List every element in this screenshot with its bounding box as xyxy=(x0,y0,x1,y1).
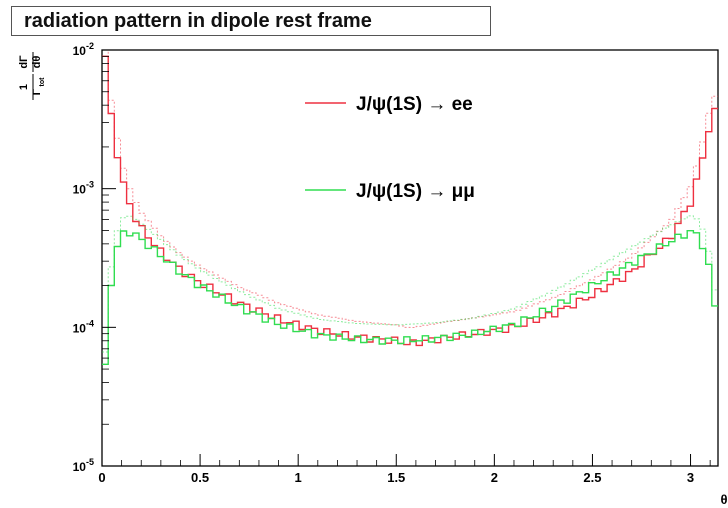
chart-title: radiation pattern in dipole rest frame xyxy=(24,9,372,32)
y-label-num-right: dΓ xyxy=(18,55,30,69)
y-axis-label: 1 Γ tot dΓ dθ xyxy=(18,52,46,100)
y-label-den-left-sub: tot xyxy=(39,77,46,87)
x-tick-label: 0 xyxy=(98,470,105,485)
chart-title-box: radiation pattern in dipole rest frame xyxy=(11,6,491,36)
x-tick-label: 2 xyxy=(491,470,498,485)
axes-layer: 0 0.5 1 1.5 2 2.5 3 10-5 10-4 10-3 10-2 xyxy=(73,41,711,485)
y-label-den-right: dθ xyxy=(31,56,43,69)
x-tick-label: 2.5 xyxy=(583,470,601,485)
y-tick-label: 10-4 xyxy=(73,318,94,335)
x-tick-label: 1.5 xyxy=(387,470,405,485)
x-tick-label: 0.5 xyxy=(191,470,209,485)
plot-frame xyxy=(101,49,719,467)
legend-label-ee: J/ψ(1S) → ee xyxy=(356,94,473,115)
plot-frame-rect xyxy=(101,49,719,467)
y-label-den-left: Γ xyxy=(31,88,43,95)
series-line-mumu xyxy=(102,230,718,365)
series-band-ee xyxy=(102,49,718,328)
x-tick-label: 1 xyxy=(295,470,302,485)
series-band-mumu xyxy=(102,215,718,353)
y-tick-label: 10-3 xyxy=(73,180,94,197)
legend: J/ψ(1S) → ee J/ψ(1S) → μμ xyxy=(305,94,475,202)
series-layer xyxy=(102,49,718,365)
y-tick-label: 10-2 xyxy=(73,41,94,58)
x-axis-label: θ xyxy=(720,492,727,507)
y-tick-label: 10-5 xyxy=(73,457,94,474)
x-tick-label: 3 xyxy=(687,470,694,485)
legend-label-mumu: J/ψ(1S) → μμ xyxy=(356,181,475,202)
y-label-num-left: 1 xyxy=(18,84,30,90)
